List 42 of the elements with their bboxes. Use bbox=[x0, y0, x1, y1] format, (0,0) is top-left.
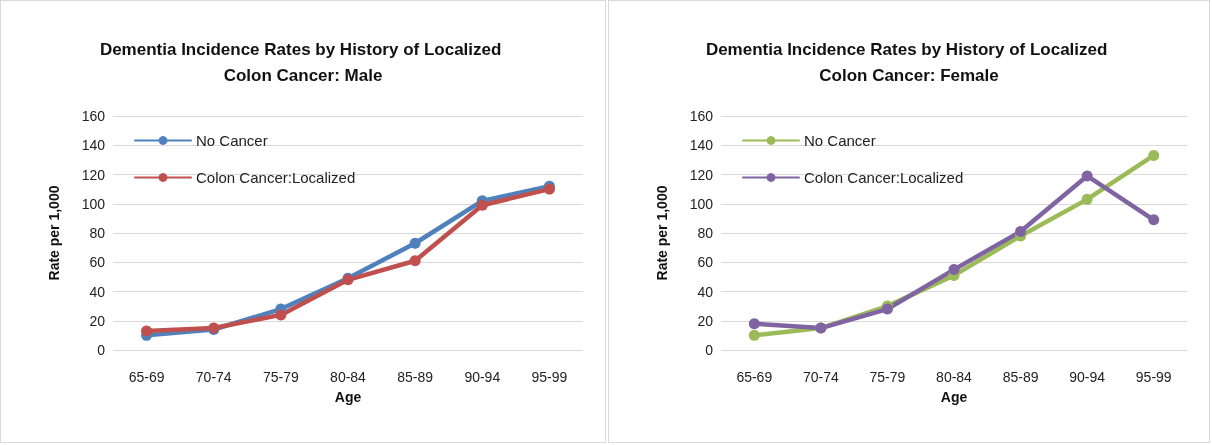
x-tick-label: 65-69 bbox=[128, 369, 165, 385]
y-tick-label: 80 bbox=[89, 225, 106, 241]
y-tick-label: 160 bbox=[689, 108, 714, 124]
y-tick-label: 100 bbox=[81, 195, 106, 212]
legend-label: Colon Cancer:Localized bbox=[804, 169, 964, 186]
y-tick-label: 0 bbox=[705, 342, 714, 358]
y-tick-label: 100 bbox=[689, 195, 714, 212]
x-tick-label: 75-79 bbox=[869, 369, 906, 385]
y-tick-label: 60 bbox=[697, 254, 714, 271]
y-tick-label: 0 bbox=[97, 342, 106, 358]
x-tick-label: 70-74 bbox=[802, 369, 839, 385]
y-tick-label: 140 bbox=[689, 137, 714, 154]
x-tick-label: 70-74 bbox=[195, 369, 232, 385]
x-tick-label: 95-99 bbox=[531, 369, 568, 385]
x-axis-title: Age bbox=[334, 389, 362, 405]
y-tick-label: 40 bbox=[89, 283, 106, 300]
x-tick-label: 85-89 bbox=[1002, 369, 1039, 385]
x-tick-label: 85-89 bbox=[397, 369, 434, 385]
x-tick-label: 80-84 bbox=[330, 369, 367, 385]
chart-title: Dementia Incidence Rates by History of Localized Colon Cancer: Male bbox=[99, 39, 507, 85]
y-tick-label: 140 bbox=[81, 137, 106, 154]
y-axis-title: Rate per 1,000 bbox=[654, 185, 670, 281]
x-tick-label: 80-84 bbox=[936, 369, 973, 385]
y-tick-label: 120 bbox=[81, 166, 106, 183]
y-tick-label: 120 bbox=[689, 166, 714, 183]
y-tick-label: 160 bbox=[81, 108, 106, 124]
x-tick-label: 75-79 bbox=[262, 369, 299, 385]
x-tick-label: 90-94 bbox=[1069, 369, 1106, 385]
y-tick-label: 80 bbox=[697, 225, 714, 241]
legend-label: No Cancer bbox=[804, 132, 876, 149]
x-tick-label: 90-94 bbox=[464, 369, 501, 385]
legend-label: No Cancer bbox=[196, 132, 268, 149]
x-axis-title: Age bbox=[940, 389, 968, 405]
chart-title: Dementia Incidence Rates by History of Localized Colon Cancer: Female bbox=[705, 39, 1113, 85]
y-tick-label: 60 bbox=[89, 254, 106, 271]
x-tick-label: 65-69 bbox=[736, 369, 773, 385]
y-tick-label: 20 bbox=[89, 312, 106, 329]
y-tick-label: 40 bbox=[697, 283, 714, 300]
y-axis-title: Rate per 1,000 bbox=[46, 185, 62, 281]
y-tick-label: 20 bbox=[697, 312, 714, 329]
legend-label: Colon Cancer:Localized bbox=[196, 169, 356, 186]
x-tick-label: 95-99 bbox=[1135, 369, 1172, 385]
